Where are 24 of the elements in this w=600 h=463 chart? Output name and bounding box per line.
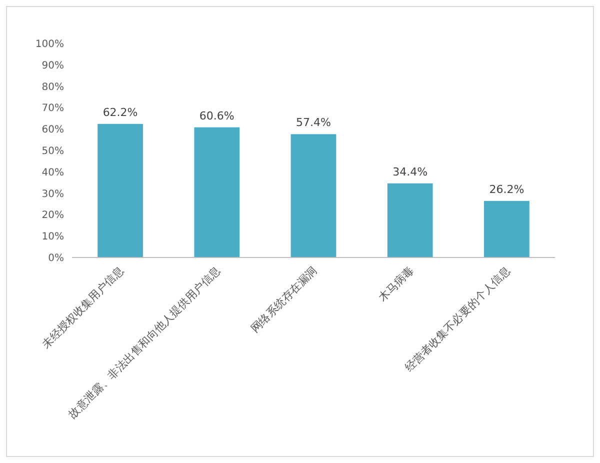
y-tick-label: 60% [42,124,64,136]
data-label: 60.6% [199,109,234,122]
bar [484,200,530,257]
x-tick-label: 未经授权收集用户信息 [39,264,126,351]
y-tick-label: 40% [42,167,64,178]
bar [194,127,240,257]
bar [98,124,143,257]
y-tick-label: 80% [42,82,64,93]
bar [290,134,336,257]
y-tick-label: 70% [42,103,64,114]
bar [387,183,433,257]
y-tick-label: 20% [42,210,64,222]
y-tick-label: 50% [42,146,64,157]
y-tick-label: 100% [35,39,64,50]
data-label: 34.4% [392,165,428,178]
y-tick-label: 30% [42,188,64,200]
y-tick-label: 10% [42,232,64,243]
data-label: 26.2% [489,182,524,196]
data-label: 57.4% [296,116,331,130]
x-tick-label: 网络系统存在漏洞 [248,264,320,336]
x-tick-label: 木马病毒 [376,264,416,304]
y-tick-label: 90% [42,60,64,72]
data-label: 62.2% [102,106,138,119]
y-tick-label: 0% [48,253,64,264]
